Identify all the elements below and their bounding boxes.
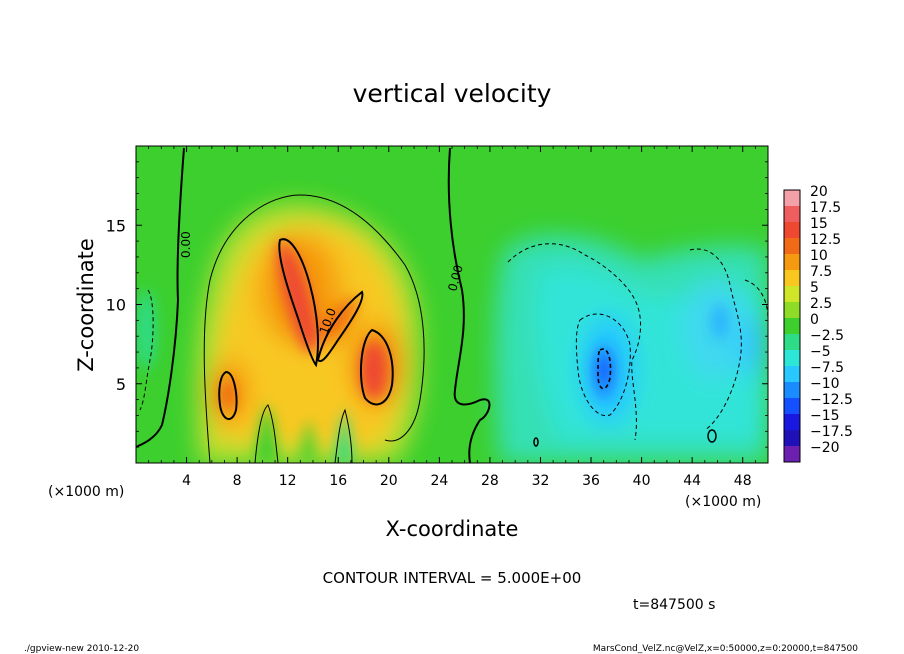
x-axis-title: X-coordinate (386, 517, 519, 541)
colorbar-swatch (784, 382, 800, 399)
colorbar-swatch (784, 430, 800, 447)
footer-left: ./gpview-new 2010-12-20 (24, 644, 139, 654)
x-tick-label: 44 (683, 473, 701, 489)
colorbar-label: 10 (810, 248, 828, 264)
colorbar-label: 15 (810, 216, 828, 232)
x-tick-label: 28 (481, 473, 499, 489)
colorbar-label: 12.5 (810, 232, 841, 248)
colorbar-label: −20 (810, 440, 840, 456)
x-axis-unit-label: (×1000 m) (685, 494, 761, 510)
x-tick-label: 20 (380, 473, 398, 489)
x-tick-label: 24 (430, 473, 448, 489)
colorbar-swatch (784, 350, 800, 367)
x-tick-label: 40 (633, 473, 651, 489)
downdraft-zone (495, 235, 768, 463)
colorbar-swatch (784, 398, 800, 415)
contour-interval-text: CONTOUR INTERVAL = 5.000E+00 (323, 569, 582, 587)
x-tick-label: 16 (329, 473, 347, 489)
y-axis-title: Z-coordinate (74, 238, 98, 372)
y-tick-label: 5 (116, 375, 126, 394)
colorbar-label: 5 (810, 280, 819, 296)
contour-label: 0.00 (445, 263, 465, 292)
colorbar-label: 2.5 (810, 296, 832, 312)
colorbar-label: 20 (810, 184, 828, 200)
contour-lines (136, 147, 768, 463)
colorbar-swatch (784, 206, 800, 223)
colorbar-label: 17.5 (810, 200, 841, 216)
contour-label: 0.00 (179, 231, 193, 258)
colorbar-swatch (784, 238, 800, 255)
x-tick-label: 8 (233, 473, 242, 489)
colorbar-swatch (784, 302, 800, 319)
x-tick-label: 12 (279, 473, 297, 489)
colorbar-label: 7.5 (810, 264, 832, 280)
plot-area: 0.00 0.00 10.0 (135, 145, 769, 464)
colorbar-swatch (784, 318, 800, 335)
colorbar-frame (783, 189, 801, 463)
colorbar-label: −7.5 (810, 360, 844, 376)
colorbar-swatch (784, 270, 800, 287)
y-tick-label: 15 (106, 216, 126, 235)
colorbar-swatch (784, 334, 800, 351)
x-axis-ticks: 4 8 12 16 20 24 28 32 36 40 44 48 (148, 146, 756, 489)
time-text: t=847500 s (633, 597, 715, 613)
colorbar-swatch (784, 366, 800, 383)
colorbar-label: −17.5 (810, 424, 853, 440)
colorbar-swatch (784, 286, 800, 303)
chart-title: vertical velocity (353, 79, 552, 108)
colorbar-swatch (784, 222, 800, 239)
y-axis-ticks: 5 10 15 (106, 161, 768, 448)
colorbar-label: −5 (810, 344, 831, 360)
colorbar: 2017.51512.5107.552.50−2.5−5−7.5−10−12.5… (783, 184, 853, 463)
colorbar-swatch (784, 190, 800, 207)
colorbar-swatch (784, 254, 800, 271)
x-tick-label: 4 (182, 473, 191, 489)
footer-right: MarsCond_VelZ.nc@VelZ,x=0:50000,z=0:2000… (593, 644, 858, 654)
colorbar-swatch (784, 414, 800, 431)
colorbar-label: −2.5 (810, 328, 844, 344)
x-tick-label: 36 (582, 473, 600, 489)
colorbar-swatch (784, 446, 800, 463)
x-tick-label: 32 (532, 473, 550, 489)
y-axis-unit-label: (×1000 m) (48, 484, 124, 500)
x-tick-label: 48 (734, 473, 752, 489)
colorbar-label: 0 (810, 312, 819, 328)
colorbar-label: −10 (810, 376, 840, 392)
y-tick-label: 10 (106, 296, 126, 315)
colorbar-label: −15 (810, 408, 840, 424)
colorbar-label: −12.5 (810, 392, 853, 408)
